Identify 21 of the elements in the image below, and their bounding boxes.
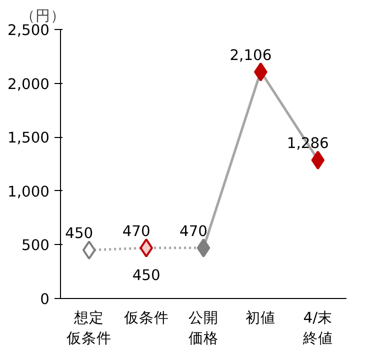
y-axis-title: （円）: [20, 8, 66, 24]
y-tick-label: 0: [40, 291, 50, 308]
x-tick-label: 想定仮条件: [66, 310, 112, 347]
y-tick-label: 1,000: [8, 183, 50, 200]
y-tick-label: 2,500: [8, 22, 50, 39]
y-tick-label: 500: [22, 237, 50, 254]
data-label: 450: [65, 225, 94, 242]
x-tick-label: 4/末終値: [302, 310, 333, 347]
y-tick-label: 2,000: [8, 76, 50, 93]
point: [311, 150, 325, 170]
y-tick-label: 1,500: [8, 130, 50, 147]
data-label: 2,106: [230, 46, 272, 64]
point: [196, 238, 210, 258]
annotation: 450: [132, 267, 160, 284]
data-label: 1,286: [286, 135, 329, 152]
x-tick-label: 仮条件: [122, 310, 169, 326]
data-label: 470: [180, 222, 208, 240]
x-tick-label: 初値: [246, 310, 276, 326]
x-tick-label: 公開価格: [188, 310, 218, 347]
data-label: 470: [122, 222, 150, 240]
point: [82, 240, 96, 260]
